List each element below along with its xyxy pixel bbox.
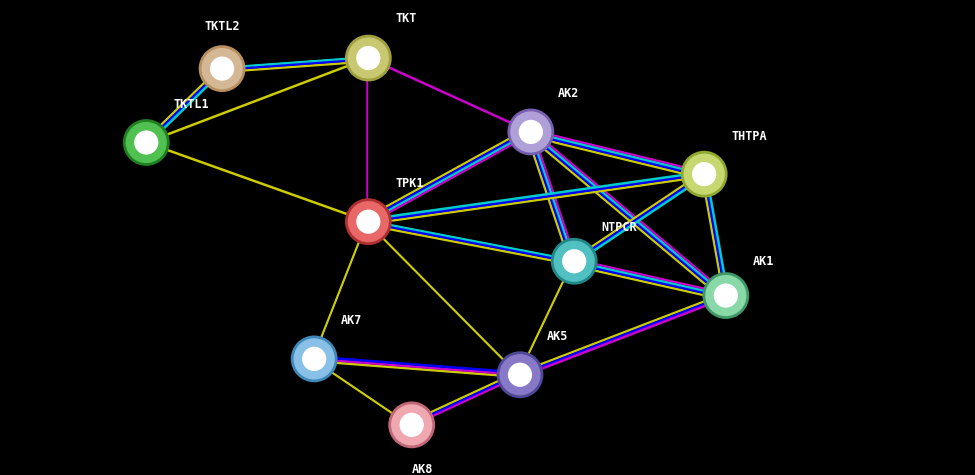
Ellipse shape <box>552 239 596 283</box>
Ellipse shape <box>346 36 390 80</box>
Text: AK1: AK1 <box>753 255 774 268</box>
Ellipse shape <box>135 131 158 154</box>
Ellipse shape <box>210 57 234 81</box>
Text: TKTL2: TKTL2 <box>205 20 240 33</box>
Text: TKT: TKT <box>396 12 416 26</box>
Text: THTPA: THTPA <box>731 130 767 142</box>
Text: TPK1: TPK1 <box>396 177 424 190</box>
Ellipse shape <box>390 403 434 447</box>
Ellipse shape <box>356 46 380 70</box>
Ellipse shape <box>509 110 553 154</box>
Text: AK2: AK2 <box>558 87 579 100</box>
Text: AK7: AK7 <box>341 314 363 327</box>
Ellipse shape <box>508 362 532 387</box>
Ellipse shape <box>498 353 542 397</box>
Ellipse shape <box>356 209 380 234</box>
Ellipse shape <box>692 162 717 186</box>
Ellipse shape <box>292 337 336 381</box>
Text: AK5: AK5 <box>547 330 568 343</box>
Ellipse shape <box>704 274 748 318</box>
Ellipse shape <box>714 284 738 308</box>
Ellipse shape <box>302 347 327 371</box>
Ellipse shape <box>562 249 586 273</box>
Text: NTPCR: NTPCR <box>602 221 637 234</box>
Ellipse shape <box>200 47 244 91</box>
Ellipse shape <box>346 200 390 244</box>
Ellipse shape <box>124 121 169 164</box>
Ellipse shape <box>400 413 424 437</box>
Ellipse shape <box>682 152 726 196</box>
Text: TKTL1: TKTL1 <box>174 98 209 111</box>
Ellipse shape <box>519 120 543 144</box>
Text: AK8: AK8 <box>411 463 433 475</box>
